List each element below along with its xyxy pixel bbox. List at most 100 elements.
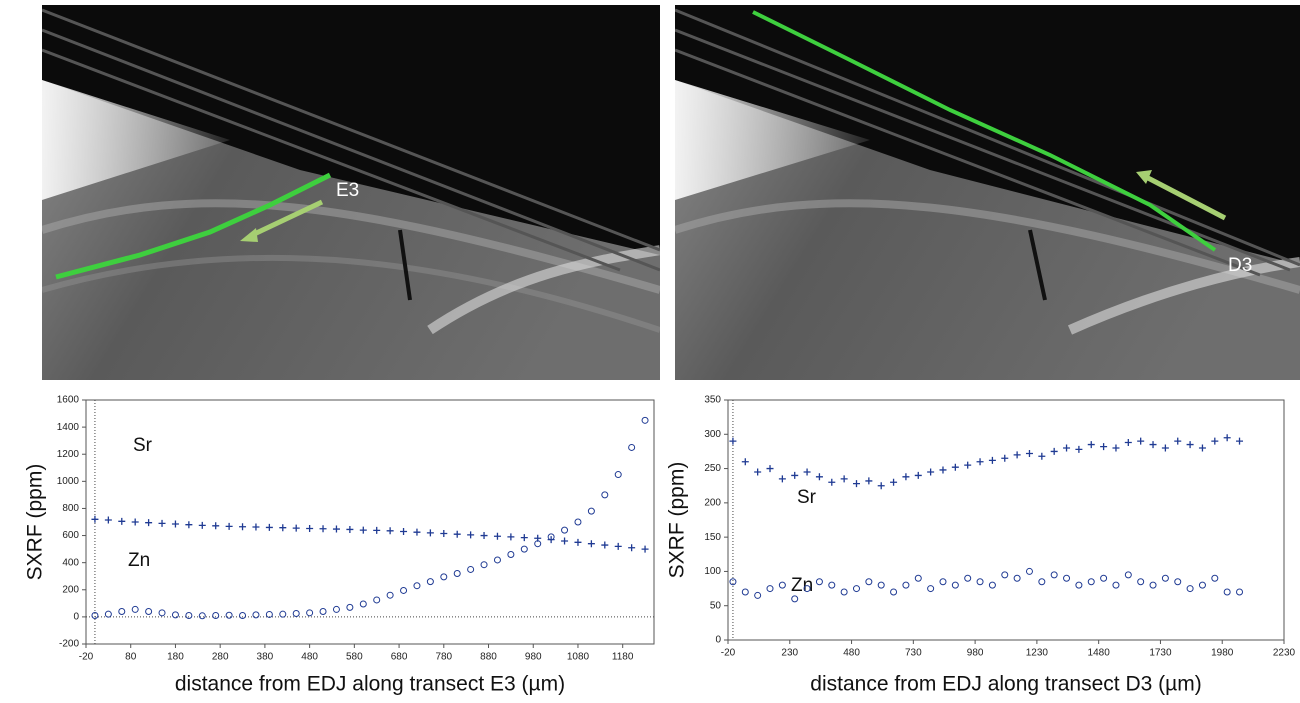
point [561,526,569,534]
x-tick-label: 380 [257,652,274,663]
point [453,570,461,578]
point [729,437,737,445]
point [319,525,327,533]
point [118,607,126,615]
transect-label: E3 [336,180,359,201]
point [104,610,112,618]
y-tick-label: 1400 [57,422,80,433]
y-axis-label: SXRF (ppm) [666,462,689,579]
point [902,581,910,589]
point [877,581,885,589]
x-tick-label: 180 [167,652,184,663]
point [754,591,762,599]
point [332,525,340,533]
point [1137,578,1145,586]
point [131,605,139,613]
point [601,491,609,499]
series-label: Sr [797,487,817,508]
point [914,574,922,582]
point [292,524,300,532]
point [877,482,885,490]
point [359,600,367,608]
point [91,612,99,620]
point [1211,437,1219,445]
point [574,538,582,546]
point [413,528,421,536]
point [373,526,381,534]
point [1112,444,1120,452]
point [158,609,166,617]
point [927,585,935,593]
x-tick-label: 980 [967,648,984,659]
point [306,525,314,533]
y-tick-label: 0 [73,612,79,623]
point [493,532,501,540]
point [467,531,475,539]
plot-frame [85,399,655,645]
x-tick-label: 1180 [612,652,634,663]
point [964,574,972,582]
point [815,473,823,481]
point [171,611,179,619]
point [964,461,972,469]
point [1063,444,1071,452]
point [890,478,898,486]
point [265,523,273,531]
point [1100,443,1108,451]
x-axis-label: distance from EDJ along transect E3 (µm) [175,673,565,696]
point [741,458,749,466]
point [614,542,622,550]
point [828,581,836,589]
point [145,519,153,527]
point [91,515,99,523]
point [104,516,112,524]
point [1112,581,1120,589]
point [400,586,408,594]
point [988,456,996,464]
point [198,521,206,529]
point [1174,578,1182,586]
point [902,473,910,481]
point [1038,578,1046,586]
point [413,582,421,590]
point [561,537,569,545]
point [865,578,873,586]
x-tick-label: 1480 [1088,648,1111,659]
point [198,612,206,620]
point [840,588,848,596]
point [778,581,786,589]
point [927,468,935,476]
series-label: Sr [133,435,153,456]
point [1075,581,1083,589]
y-tick-label: 100 [704,566,721,577]
x-tick-label: 1230 [1026,648,1049,659]
x-axis-label: distance from EDJ along transect D3 (µm) [810,673,1201,696]
point [729,578,737,586]
point [212,612,220,620]
point [1100,574,1108,582]
y-tick-label: 200 [62,584,79,595]
y-tick-label: 250 [704,463,721,474]
point [440,573,448,581]
point [1161,444,1169,452]
point [534,540,542,548]
point [1211,574,1219,582]
point [628,443,636,451]
point [815,578,823,586]
point [319,607,327,615]
micrograph-e3: E3 [42,5,660,380]
point [158,519,166,527]
point [507,551,515,559]
x-tick-label: 1730 [1149,648,1172,659]
point [601,541,609,549]
point [828,478,836,486]
point [426,529,434,537]
point [1186,585,1194,593]
point [1236,437,1244,445]
point [346,525,354,533]
point [939,466,947,474]
point [1174,437,1182,445]
point [520,534,528,542]
